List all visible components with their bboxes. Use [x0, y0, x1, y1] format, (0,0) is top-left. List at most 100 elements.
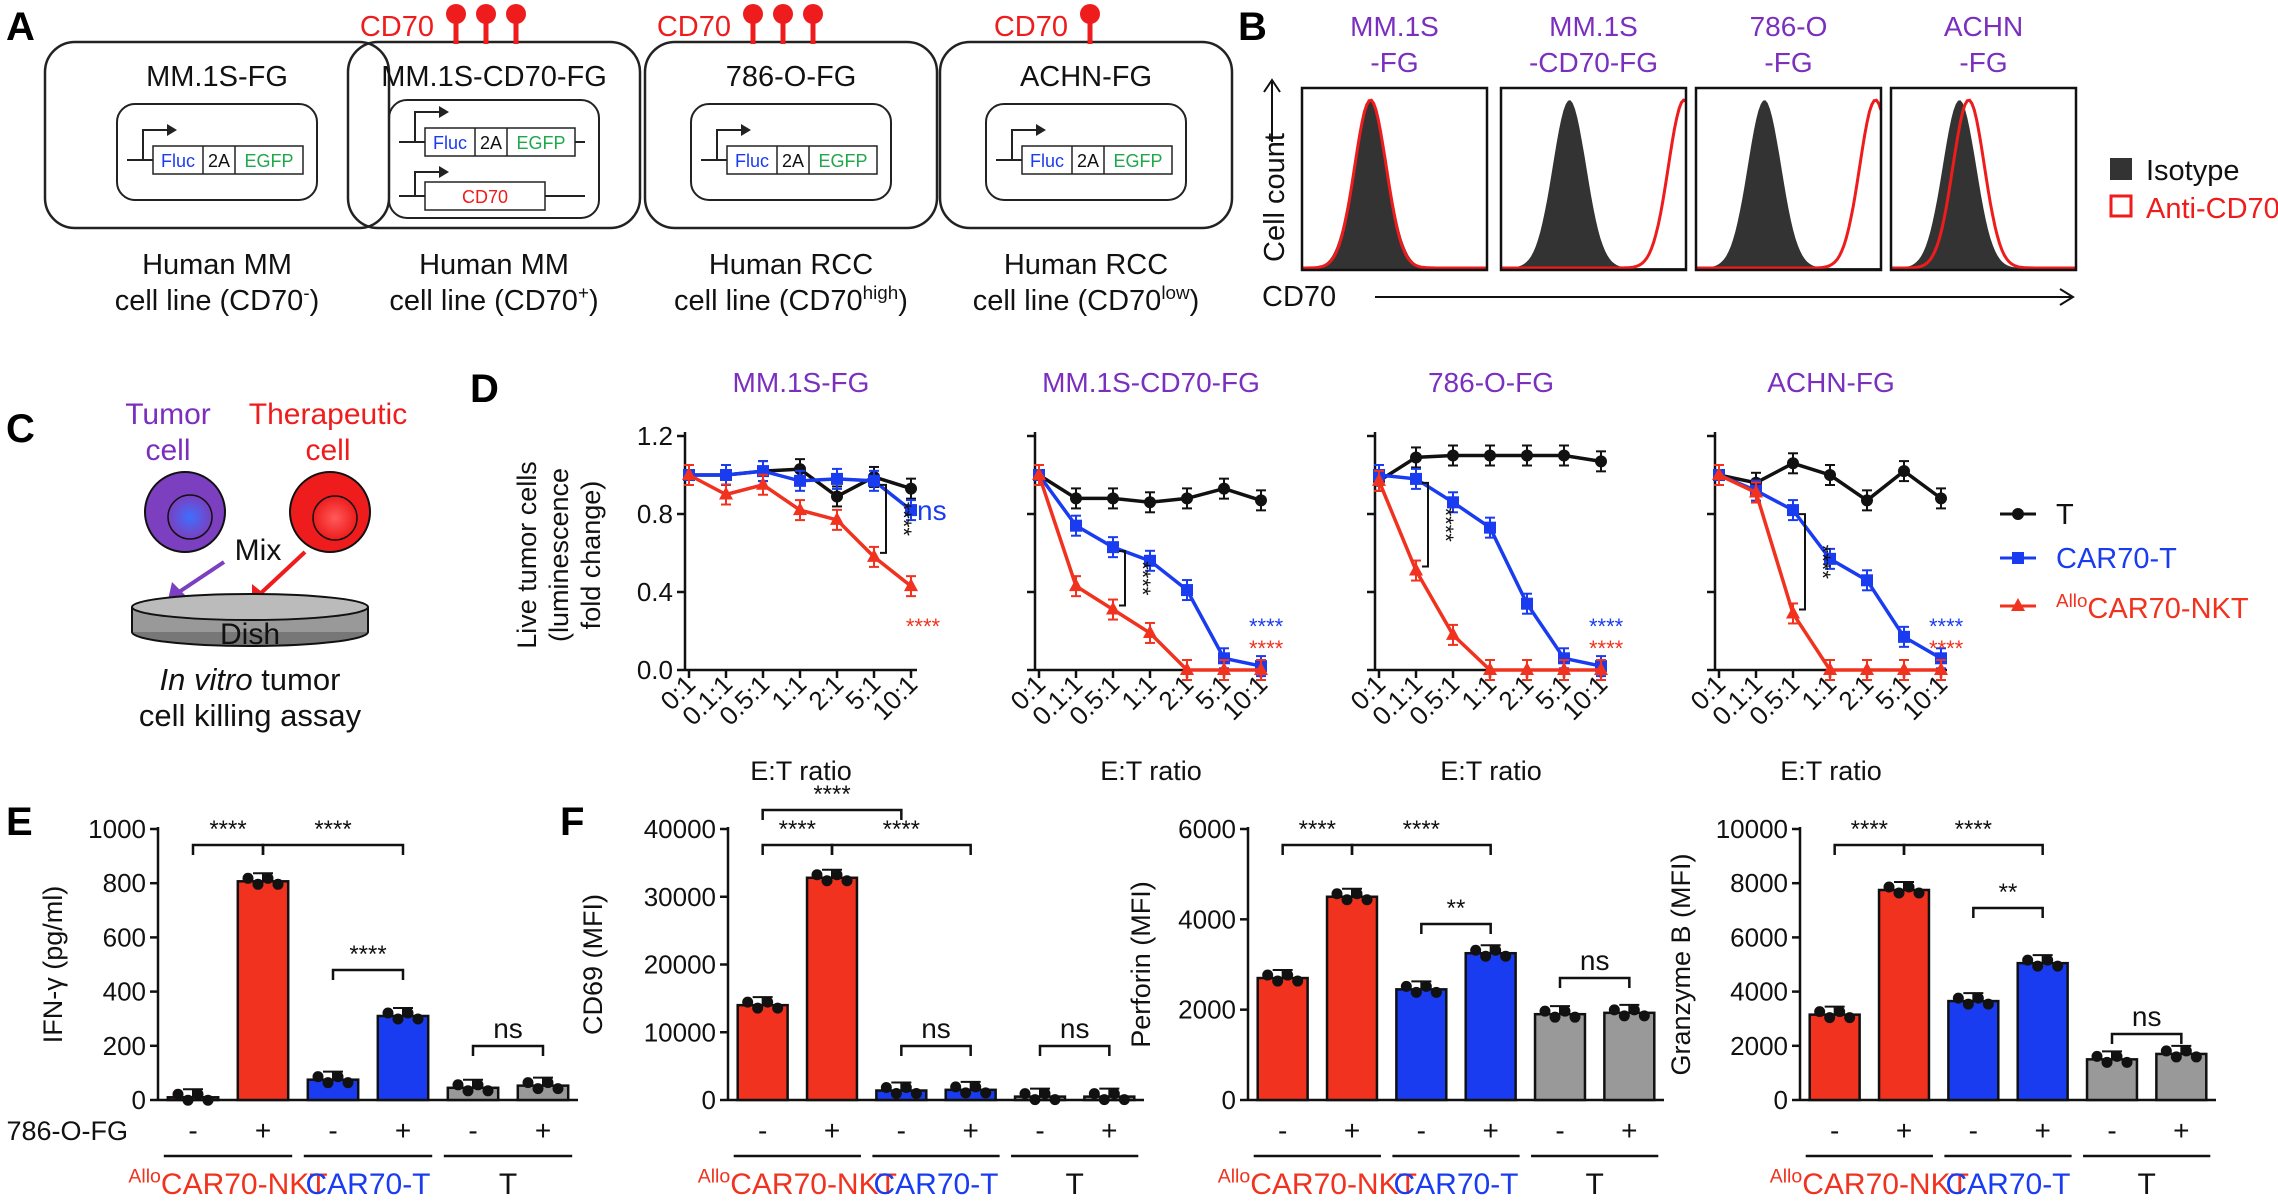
legend-car70-t-label: CAR70-T: [2056, 543, 2177, 575]
histogram-title: ACHN: [1944, 11, 2023, 42]
histogram-title: -FG: [1764, 47, 1812, 78]
bar-ylabel: IFN-γ (pg/ml): [38, 886, 68, 1044]
sig-label: ****: [883, 816, 920, 843]
replicate-dot: [332, 1071, 344, 1083]
promoter-arrow: [142, 129, 167, 160]
anti-cd70-histogram: [1501, 98, 1687, 270]
panel-e-label: E: [6, 800, 33, 844]
histogram-title: -FG: [1370, 47, 1418, 78]
therapeutic-label: Therapeutic: [249, 398, 407, 431]
sig-bracket: [191, 843, 265, 855]
cd70-receptor-head: [476, 4, 496, 24]
treatment-sign: +: [824, 1115, 840, 1146]
data-point-car70-t: [1447, 496, 1459, 509]
bar: [1603, 1011, 1656, 1102]
legend-car70-t-marker: [2012, 552, 2024, 564]
treatment-sign: -: [1035, 1115, 1044, 1146]
therapeutic-nucleus: [312, 495, 358, 541]
data-point-car70-t: [1935, 652, 1947, 665]
cassette-box: [116, 103, 318, 201]
y-tick-label: 0: [132, 1085, 146, 1115]
row-label-786-o-fg: 786-O-FG: [6, 1116, 128, 1146]
replicate-dot: [841, 875, 853, 887]
panel-d: D Live tumor cells (luminescence fold chan…: [470, 367, 2249, 786]
y-tick-label: 1.2: [637, 421, 673, 451]
group-label-car70-t: CAR70-T: [1945, 1168, 2070, 1201]
car70-t-sig-label: ****: [1929, 614, 1964, 639]
replicate-dot: [1262, 969, 1274, 981]
replicate-dot: [182, 1094, 194, 1106]
replicate-dot: [402, 1007, 414, 1019]
sig-bracket: [830, 843, 972, 855]
group-label-car70-nkt-base: CAR70-NKT: [730, 1168, 897, 1201]
replicate-dot: [312, 1071, 324, 1083]
cd70-receptor-head: [773, 4, 793, 24]
data-point-car70-t: [868, 474, 880, 487]
replicate-dot: [880, 1082, 892, 1094]
replicate-dot: [900, 1082, 912, 1094]
treatment-sign: +: [395, 1115, 411, 1146]
data-point-t: [1107, 492, 1119, 505]
replicate-dot: [1608, 1004, 1620, 1016]
data-point-t: [1410, 451, 1422, 464]
cd70-receptor-head: [446, 4, 466, 24]
anti-cd70-histogram: [1891, 98, 2076, 270]
data-point-car70-t: [1107, 541, 1119, 554]
group-label-car70-nkt-sup: Allo: [1218, 1166, 1251, 1188]
y-tick-label: 800: [103, 868, 146, 898]
replicate-dot: [1420, 980, 1432, 992]
cd70-label: CD70: [994, 11, 1068, 43]
bar: [1533, 1012, 1587, 1102]
replicate-dot: [2052, 960, 2064, 972]
data-point-car70-t: [1861, 574, 1873, 587]
replicate-dot: [1903, 881, 1915, 893]
replicate-dot: [2190, 1051, 2202, 1063]
group-label-car70-nkt-sup: Allo: [128, 1166, 161, 1188]
data-point-car70-nkt: [1897, 662, 1911, 675]
replicate-dot: [970, 1081, 982, 1093]
bar: [736, 1003, 789, 1102]
replicate-dot: [811, 869, 823, 881]
data-point-car70-nkt: [904, 578, 918, 592]
sig-label: ****: [314, 816, 351, 843]
line-chart-title: MM.1S-FG: [733, 367, 870, 398]
bar: [1256, 976, 1309, 1102]
data-point-car70-nkt: [1446, 626, 1460, 640]
replicate-dot: [1351, 888, 1363, 900]
histogram-frame: [1300, 86, 1489, 272]
data-point-car70-t: [1070, 519, 1082, 532]
replicate-dot: [552, 1083, 564, 1095]
legend-car70-nkt-label: AlloCAR70-NKT: [2056, 590, 2249, 625]
group-label-car70-nkt: AlloCAR70-NKT: [128, 1166, 327, 1201]
data-point-t: [1558, 449, 1570, 462]
replicate-dot: [821, 875, 833, 887]
sig-bracket: [331, 968, 405, 980]
panel-b-label: B: [1238, 5, 1267, 49]
y-tick-label: 0.4: [637, 577, 673, 607]
sig-bracket: [2110, 1032, 2183, 1044]
data-point-t: [1181, 492, 1193, 505]
treatment-sign: +: [1896, 1115, 1912, 1146]
construct-name: 786-O-FG: [726, 61, 857, 93]
group-label-t: T: [499, 1168, 517, 1201]
bar: [1464, 951, 1517, 1102]
data-point-car70-t: [831, 472, 843, 485]
replicate-dot: [1824, 1012, 1836, 1024]
sig-label: **: [1999, 879, 2018, 906]
replicate-dot: [482, 1085, 494, 1097]
anti-cd70-histogram: [1696, 98, 1883, 270]
replicate-dot: [1638, 1010, 1650, 1022]
sig-bracket-label: ****: [1130, 561, 1155, 596]
gene-block: [1021, 145, 1173, 175]
sig-bracket: [1972, 906, 2044, 918]
cassette-box: [690, 103, 892, 201]
histogram-frame: [1499, 86, 1688, 272]
dish-top: [131, 593, 369, 621]
y-tick-label: 20000: [644, 950, 716, 980]
data-point-car70-t: [720, 469, 732, 481]
data-point-car70-t: [1824, 552, 1836, 565]
data-point-car70-nkt: [1372, 472, 1386, 486]
replicate-dot: [2111, 1050, 2123, 1062]
treatment-sign: -: [897, 1115, 906, 1146]
mix-label: Mix: [235, 534, 282, 567]
